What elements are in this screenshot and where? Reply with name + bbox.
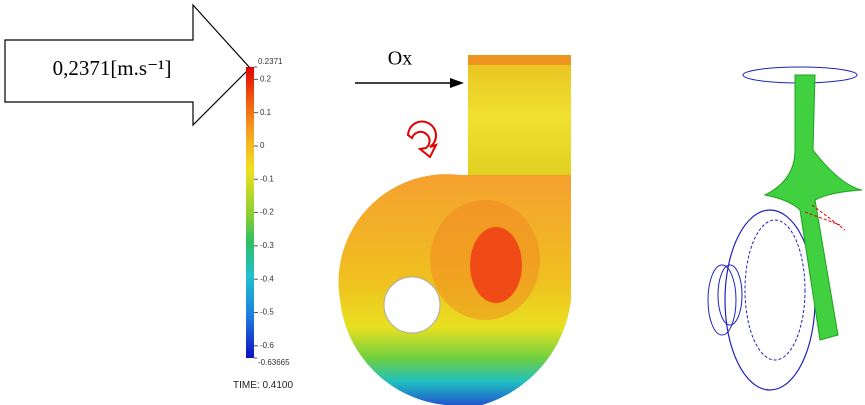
outlet-pipe: [468, 55, 571, 177]
colorbar-tick-label: -0.6: [260, 341, 274, 350]
flow-arrowhead: [450, 78, 464, 88]
colorbar-tick-label: 0: [260, 141, 265, 150]
colorbar: 0.2371 -0.63665 0.2 0.1 0 -0.1 -0.2 -0.3 -0.4 -0.…: [246, 57, 290, 367]
colorbar-scale: [246, 67, 254, 358]
colorbar-limit-label: -0.63665: [258, 358, 290, 367]
inner-loop-1: [707, 264, 737, 336]
colorbar-tick-label: -0.4: [260, 274, 274, 283]
callout-text: 0,2371[m.s⁻¹]: [53, 56, 172, 80]
rotation-arrow: [406, 120, 438, 159]
callout-arrow: [4, 3, 251, 127]
contour-plot: [338, 55, 571, 405]
time-label: TIME: 0.4100: [233, 380, 293, 391]
inner-loop-2: [717, 264, 743, 326]
colorbar-limit-label: 0.2371: [258, 57, 283, 66]
flow-axis-label: Ox: [388, 48, 412, 70]
outlet-top: [468, 55, 571, 65]
colorbar-tick-label: -0.3: [260, 241, 274, 250]
hub-hole: [383, 276, 441, 334]
blade-marks: [804, 204, 846, 231]
colorbar-tick-label: 0.1: [260, 108, 272, 117]
hot-zone: [470, 227, 522, 303]
warm-zone: [430, 200, 540, 320]
wireframe-model: [707, 66, 863, 391]
colorbar-tick-label: -0.2: [260, 208, 274, 217]
impeller: [763, 74, 863, 341]
colorbar-tick-label: -0.5: [260, 308, 274, 317]
volute-inner: [744, 219, 806, 361]
colorbar-tick-label: 0.2: [260, 74, 272, 83]
volute: [338, 174, 571, 405]
volute-outer: [724, 209, 816, 391]
colorbar-tick-label: -0.1: [260, 174, 274, 183]
